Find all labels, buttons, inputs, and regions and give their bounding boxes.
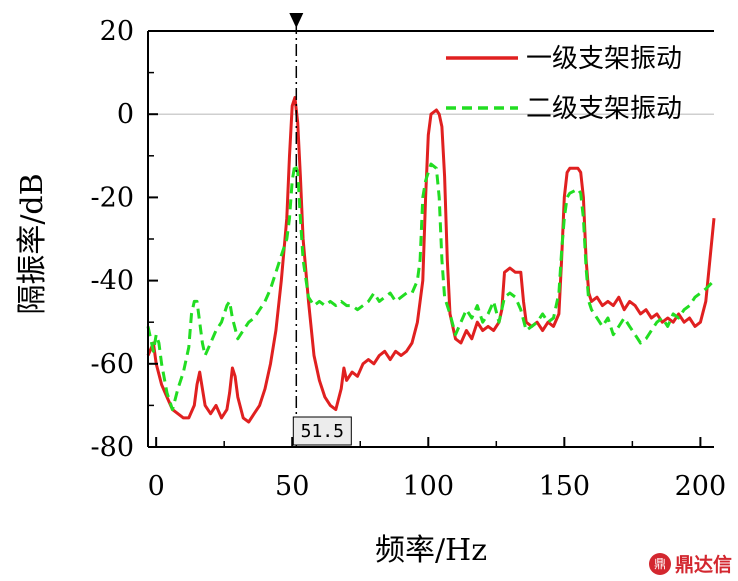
y-tick-label: -20	[91, 182, 134, 213]
watermark: 鼎 鼎达信	[648, 550, 732, 577]
x-tick-label: 50	[275, 471, 309, 502]
watermark-logo-icon: 鼎	[648, 552, 671, 575]
x-tick-label: 100	[403, 471, 455, 502]
marker-value-label: 51.5	[301, 421, 344, 442]
series-line-2	[146, 162, 716, 412]
y-tick-label: -80	[91, 432, 134, 463]
y-tick-label: 0	[117, 99, 134, 130]
legend-label-1: 一级支架振动	[526, 44, 682, 74]
y-tick-label: 20	[100, 16, 134, 47]
marker-value-box	[292, 416, 352, 446]
x-tick-label: 200	[675, 471, 727, 502]
x-tick-label: 150	[539, 471, 591, 502]
marker-triangle-icon	[289, 13, 304, 28]
x-axis-title: 频率/Hz	[375, 533, 487, 568]
y-tick-label: -40	[91, 266, 134, 297]
y-axis-title: 隔振率/dB	[15, 173, 50, 314]
watermark-text: 鼎达信	[674, 554, 732, 576]
series-line-1	[146, 96, 716, 424]
legend-label-2: 二级支架振动	[526, 94, 682, 124]
y-tick-label: -60	[91, 349, 134, 380]
x-tick-label: 0	[148, 471, 165, 502]
